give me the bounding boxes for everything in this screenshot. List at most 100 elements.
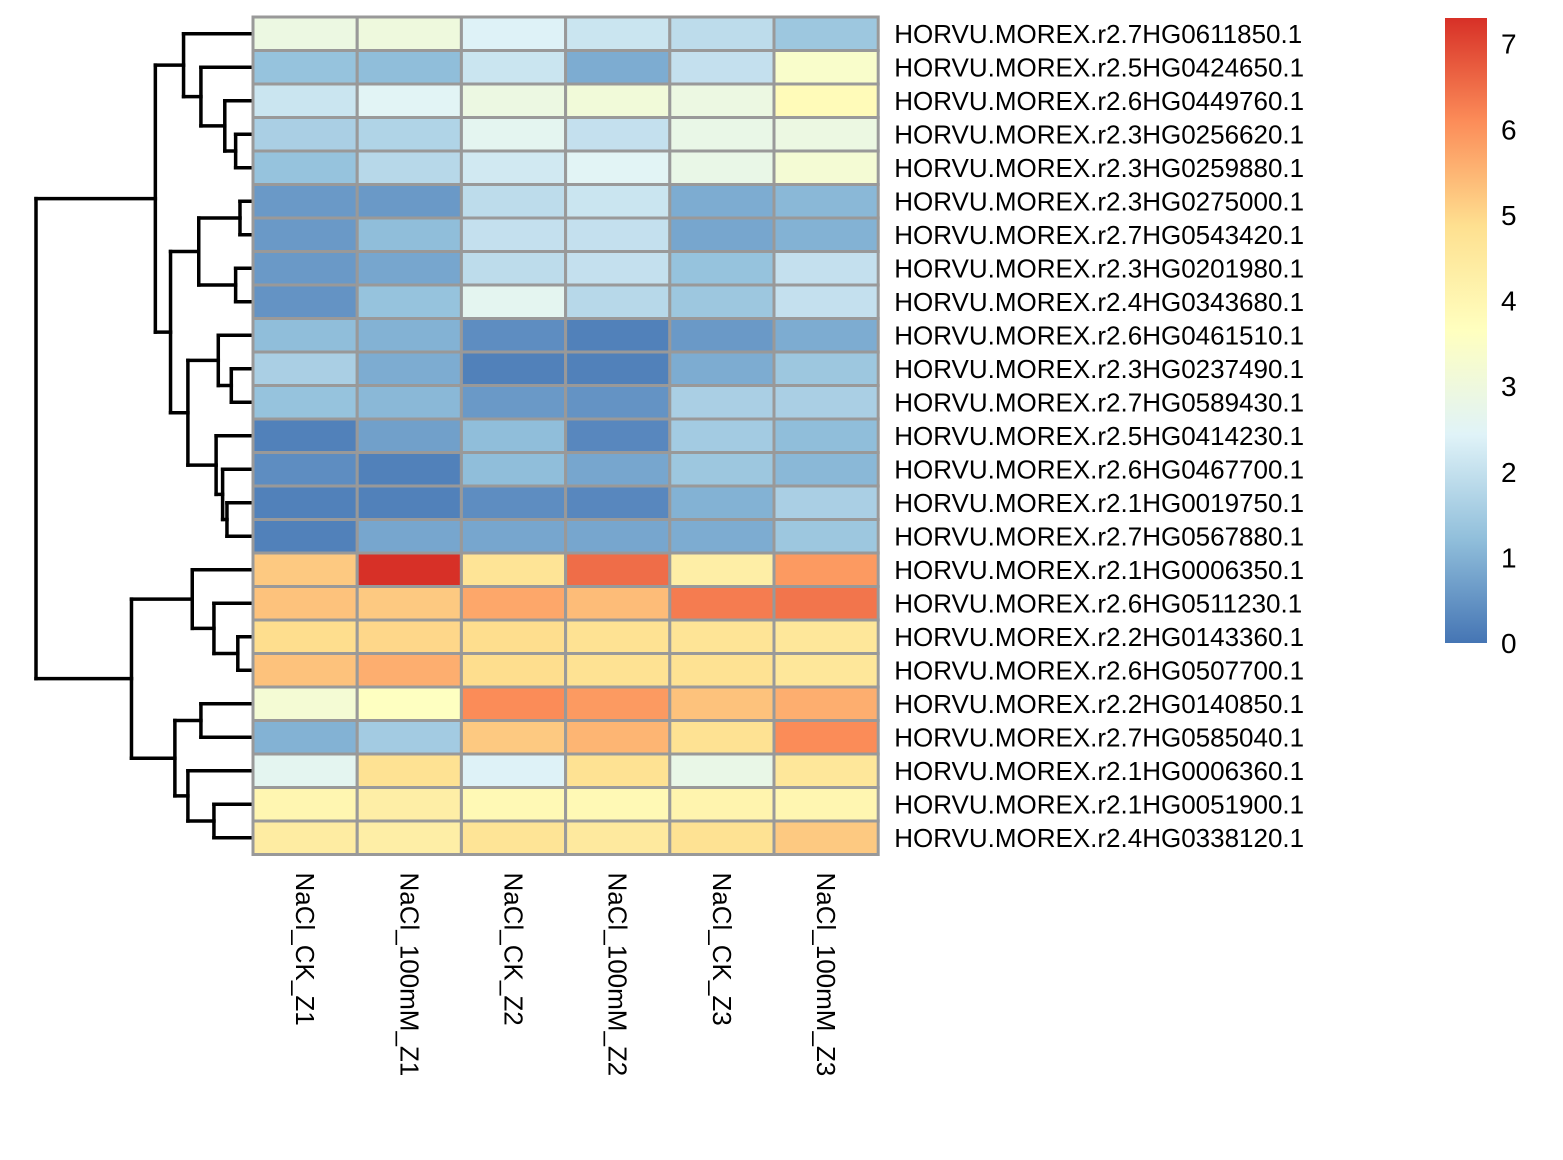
heatmap-cell xyxy=(564,484,672,521)
heatmap-cell xyxy=(355,518,463,555)
heatmap-cell xyxy=(668,685,776,722)
heatmap-cell xyxy=(355,183,463,220)
heatmap-cell xyxy=(668,15,776,52)
heatmap-cell xyxy=(668,719,776,756)
heatmap-cell xyxy=(564,82,672,119)
heatmap-cells xyxy=(251,15,880,856)
row-label: HORVU.MOREX.r2.4HG0343680.1 xyxy=(894,287,1304,317)
heatmap-cell xyxy=(251,149,359,186)
color-legend-tick-label: 1 xyxy=(1501,542,1517,573)
heatmap-cell xyxy=(459,317,568,354)
heatmap-cell xyxy=(668,183,776,220)
heatmap-cell xyxy=(668,786,776,823)
column-label: NaCl_100mM_Z1 xyxy=(394,873,424,1077)
heatmap-cell xyxy=(355,149,463,186)
heatmap-cell xyxy=(251,518,359,555)
heatmap-cell xyxy=(251,183,359,220)
heatmap-cell xyxy=(564,350,672,387)
row-label: HORVU.MOREX.r2.7HG0589430.1 xyxy=(894,387,1304,417)
row-label: HORVU.MOREX.r2.2HG0140850.1 xyxy=(894,689,1304,719)
heatmap-cell xyxy=(251,350,359,387)
heatmap-cell xyxy=(355,585,463,622)
heatmap-cell xyxy=(459,685,568,722)
heatmap-cell xyxy=(772,49,880,86)
heatmap-cell xyxy=(668,551,776,588)
heatmap-cell xyxy=(459,719,568,756)
heatmap-cell xyxy=(668,317,776,354)
heatmap-cell xyxy=(564,283,672,320)
row-label: HORVU.MOREX.r2.6HG0467700.1 xyxy=(894,454,1304,484)
heatmap-cell xyxy=(772,752,880,789)
heatmap-cell xyxy=(668,451,776,488)
heatmap-cell xyxy=(772,719,880,756)
heatmap-cell xyxy=(355,49,463,86)
heatmap-cell xyxy=(564,216,672,253)
row-label: HORVU.MOREX.r2.4HG0338120.1 xyxy=(894,823,1304,853)
heatmap-cell xyxy=(355,116,463,153)
heatmap-cell xyxy=(251,819,359,856)
heatmap-cell xyxy=(564,618,672,655)
heatmap-cell xyxy=(251,618,359,655)
row-label: HORVU.MOREX.r2.3HG0259880.1 xyxy=(894,153,1304,183)
color-legend-ticks: 0 1 2 3 4 5 6 7 xyxy=(1501,29,1517,659)
heatmap-cell xyxy=(772,585,880,622)
heatmap-cell xyxy=(668,149,776,186)
row-label: HORVU.MOREX.r2.6HG0511230.1 xyxy=(894,588,1302,618)
heatmap-cell xyxy=(459,819,568,856)
heatmap-cell xyxy=(355,719,463,756)
heatmap-cell xyxy=(668,216,776,253)
row-label: HORVU.MOREX.r2.1HG0006350.1 xyxy=(894,555,1304,585)
heatmap-cell xyxy=(459,149,568,186)
heatmap-cell xyxy=(251,685,359,722)
heatmap-cell xyxy=(251,417,359,454)
heatmap-cell xyxy=(251,82,359,119)
color-legend: 0 1 2 3 4 5 6 7 xyxy=(1445,18,1517,659)
heatmap-cell xyxy=(459,82,568,119)
heatmap-cell xyxy=(459,283,568,320)
heatmap-cell xyxy=(668,819,776,856)
heatmap-cell xyxy=(772,417,880,454)
heatmap-cell xyxy=(251,719,359,756)
heatmap-cell xyxy=(668,484,776,521)
heatmap-cell xyxy=(459,384,568,421)
row-label: HORVU.MOREX.r2.3HG0256620.1 xyxy=(894,119,1304,149)
heatmap-cell xyxy=(668,250,776,287)
row-label: HORVU.MOREX.r2.6HG0449760.1 xyxy=(894,86,1304,116)
heatmap-cell xyxy=(668,618,776,655)
heatmap-cell xyxy=(772,283,880,320)
heatmap-cell xyxy=(772,149,880,186)
heatmap-cell xyxy=(251,49,359,86)
heatmap-cell xyxy=(668,283,776,320)
heatmap-cell xyxy=(564,652,672,689)
row-label: HORVU.MOREX.r2.1HG0051900.1 xyxy=(894,789,1304,819)
heatmap-cell xyxy=(772,384,880,421)
heatmap-cell xyxy=(355,786,463,823)
row-label: HORVU.MOREX.r2.7HG0567880.1 xyxy=(894,521,1304,551)
row-label: HORVU.MOREX.r2.1HG0006360.1 xyxy=(894,756,1304,786)
heatmap-cell xyxy=(355,317,463,354)
column-label: NaCl_CK_Z2 xyxy=(499,873,529,1026)
heatmap-cell xyxy=(251,451,359,488)
heatmap-cell xyxy=(772,786,880,823)
heatmap-cell xyxy=(251,384,359,421)
heatmap-cell xyxy=(355,417,463,454)
heatmap-cell xyxy=(772,317,880,354)
heatmap-cell xyxy=(772,116,880,153)
row-label: HORVU.MOREX.r2.6HG0461510.1 xyxy=(894,320,1304,350)
heatmap-cell xyxy=(251,216,359,253)
color-legend-tick-label: 3 xyxy=(1501,371,1517,402)
heatmap-cell xyxy=(355,752,463,789)
color-legend-tick-label: 7 xyxy=(1501,29,1517,60)
heatmap-cell xyxy=(355,15,463,52)
heatmap-cell xyxy=(251,317,359,354)
column-label: NaCl_100mM_Z2 xyxy=(603,873,633,1077)
heatmap-cell xyxy=(772,618,880,655)
heatmap-cell xyxy=(564,685,672,722)
heatmap-cell xyxy=(355,652,463,689)
heatmap-cell xyxy=(564,585,672,622)
row-label: HORVU.MOREX.r2.3HG0275000.1 xyxy=(894,186,1304,216)
row-label: HORVU.MOREX.r2.3HG0237490.1 xyxy=(894,354,1304,384)
heatmap-cell xyxy=(251,484,359,521)
heatmap-cell xyxy=(459,183,568,220)
